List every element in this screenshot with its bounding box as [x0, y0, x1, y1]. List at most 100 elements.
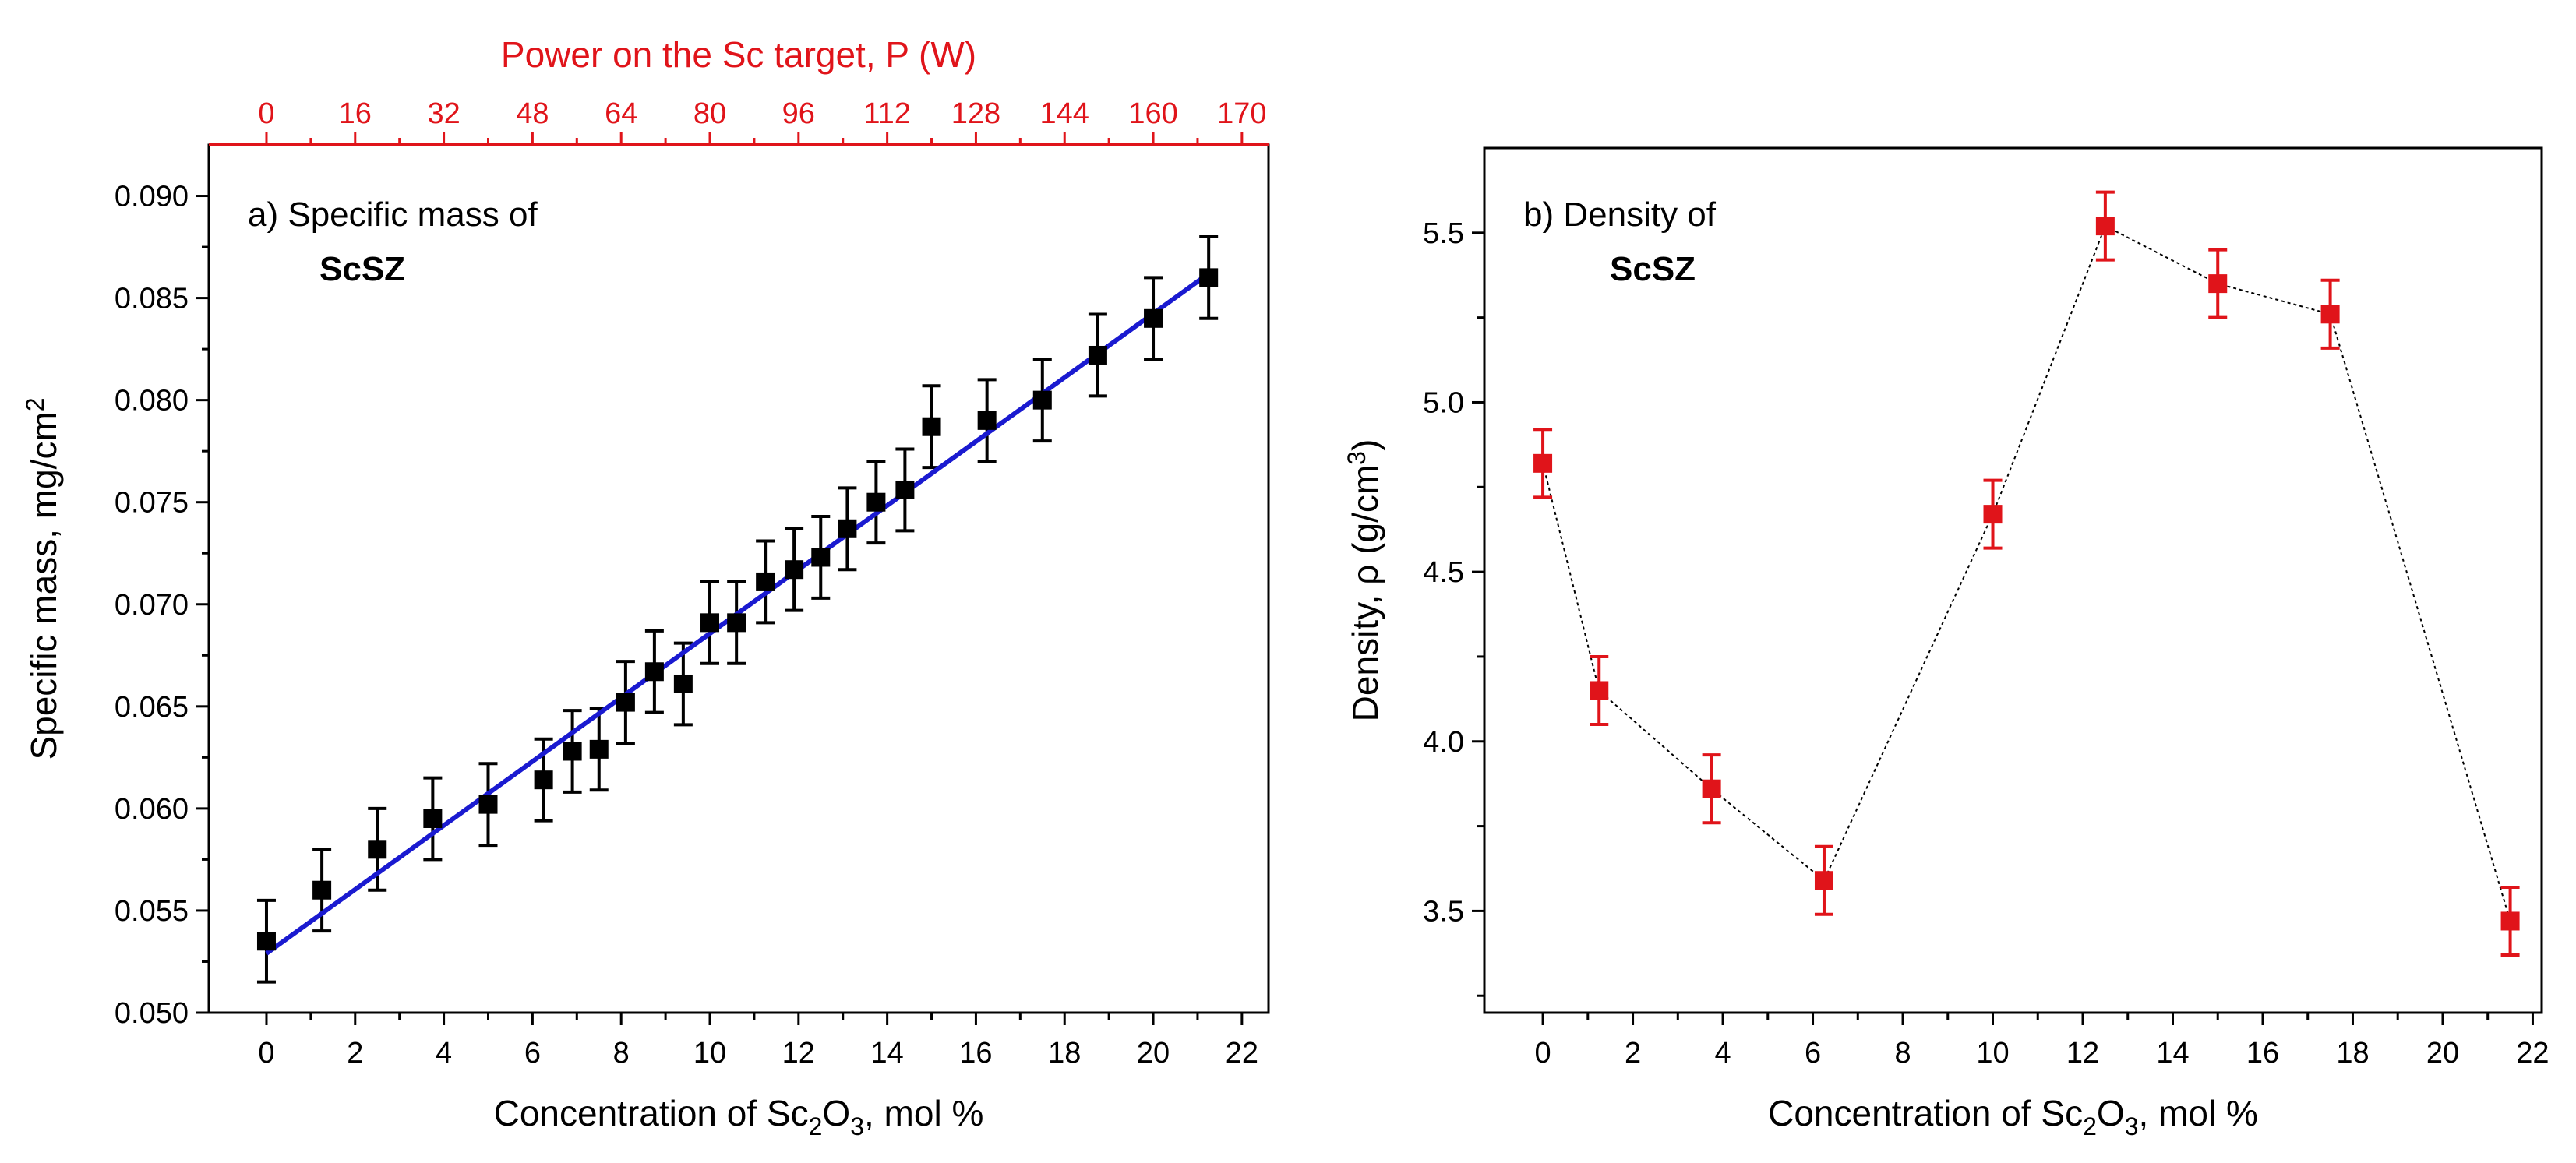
x-tick-label: 14	[870, 1037, 903, 1070]
y-tick-label: 0.050	[115, 997, 189, 1030]
data-point	[1590, 681, 1609, 700]
top-tick-label: 160	[1128, 97, 1177, 130]
panel-b-title: b) Density of	[1523, 196, 1717, 234]
y-axis-label-text: )	[1345, 439, 1385, 451]
data-point	[368, 840, 387, 859]
series-line	[1542, 224, 2511, 922]
panel-a-title: a) Specific mass of	[248, 196, 538, 234]
x-tick-label: 16	[2246, 1037, 2279, 1070]
x-tick-label: 4	[1714, 1037, 1731, 1070]
x-axis-label-sub: 3	[850, 1112, 864, 1140]
y-tick-label: 0.070	[115, 589, 189, 622]
y-tick-label: 0.065	[115, 691, 189, 724]
data-point	[1144, 308, 1163, 328]
data-point	[922, 417, 941, 436]
y-axis-label: Specific mass, mg/cm2	[21, 397, 64, 759]
panel-a-title-bold: ScSZ	[319, 250, 405, 288]
data-point	[727, 613, 746, 633]
data-point	[1088, 345, 1107, 365]
data-point	[644, 662, 664, 682]
top-axis-label: Power on the Sc target, P (W)	[501, 34, 976, 75]
axes-group: 0 2 4 6 8 10 12 14 16 18 20 22 0.050 0.055 0.060 0.065 0…	[115, 97, 1270, 1070]
markers-group	[256, 268, 1219, 951]
data-point	[616, 693, 635, 712]
data-point	[2320, 305, 2340, 324]
y-tick-label: 3.5	[1423, 895, 1464, 928]
y-tick-label: 0.085	[115, 283, 189, 315]
y-tick-label: 5.5	[1423, 217, 1464, 250]
data-point	[1199, 268, 1219, 287]
top-tick-label: 96	[782, 97, 815, 130]
x-tick-label: 20	[1137, 1037, 1170, 1070]
x-axis-label-text: O	[2097, 1093, 2125, 1133]
data-point	[423, 809, 443, 828]
data-point	[756, 572, 775, 591]
x-tick-label: 8	[1894, 1037, 1911, 1070]
x-tick-label: 18	[1048, 1037, 1081, 1070]
y-tick-label: 0.090	[115, 181, 189, 213]
panel-b-title-bold: ScSZ	[1610, 250, 1696, 288]
x-axis-label-sub: 2	[2083, 1112, 2097, 1140]
connecting-line-group	[1542, 224, 2511, 922]
x-tick-label: 20	[2426, 1037, 2459, 1070]
x-tick-label: 2	[1625, 1037, 1641, 1070]
data-point	[312, 880, 332, 900]
data-point	[838, 519, 857, 538]
x-axis-label-text: O	[822, 1093, 850, 1133]
y-axis-label-sup: 3	[1343, 451, 1371, 465]
x-tick-label: 6	[1805, 1037, 1821, 1070]
top-tick-label: 170	[1217, 97, 1266, 130]
data-point	[563, 742, 582, 761]
top-tick-label: 16	[339, 97, 372, 130]
data-point	[1533, 453, 1553, 473]
y-axis-label: Density, ρ (g/cm3)	[1343, 439, 1385, 722]
data-point	[1032, 390, 1052, 410]
axes-group: 0 2 4 6 8 10 12 14 16 18 20 22 3.5 4.0 4.5 5.0 5.5	[1423, 146, 2550, 1070]
y-tick-label: 5.0	[1423, 386, 1464, 419]
y-tick-label: 0.055	[115, 895, 189, 928]
y-tick-label: 0.060	[115, 793, 189, 826]
x-tick-label: 6	[524, 1037, 541, 1070]
chart-specific-mass: Power on the Sc target, P (W) 0 2 4 6 8 10 12 1…	[21, 34, 1270, 1140]
x-tick-label: 4	[436, 1037, 452, 1070]
top-tick-label: 80	[693, 97, 726, 130]
data-point	[673, 674, 693, 693]
top-tick-label: 144	[1040, 97, 1089, 130]
x-tick-label: 16	[959, 1037, 992, 1070]
x-tick-label: 14	[2156, 1037, 2189, 1070]
x-axis-label-sub: 3	[2125, 1112, 2139, 1140]
chart-density: 0 2 4 6 8 10 12 14 16 18 20 22 3.5 4.0 4.5 5.0 5.5 b) De…	[1343, 146, 2550, 1140]
y-tick-label: 0.075	[115, 487, 189, 520]
top-tick-label: 0	[258, 97, 274, 130]
data-point	[700, 613, 720, 633]
x-tick-label: 10	[693, 1037, 726, 1070]
data-point	[866, 492, 886, 512]
y-axis-label-text: Density, ρ (g/cm	[1345, 465, 1385, 721]
data-point	[895, 480, 915, 499]
y-axis-label-sup: 2	[21, 397, 49, 411]
x-axis-label-text: Concentration of Sc	[494, 1093, 809, 1133]
x-axis-label-text: , mol %	[864, 1093, 983, 1133]
data-point	[256, 932, 276, 951]
top-tick-label: 48	[516, 97, 549, 130]
x-axis-label-text: Concentration of Sc	[1768, 1093, 2083, 1133]
y-tick-label: 4.0	[1423, 726, 1464, 759]
x-axis-label-sub: 2	[809, 1112, 823, 1140]
x-axis-label: Concentration of Sc2O3, mol %	[494, 1093, 984, 1140]
x-tick-label: 10	[1976, 1037, 2009, 1070]
x-tick-label: 8	[613, 1037, 630, 1070]
x-tick-label: 0	[1534, 1037, 1551, 1070]
x-axis-label: Concentration of Sc2O3, mol %	[1768, 1093, 2258, 1140]
data-point	[977, 411, 997, 430]
x-tick-label: 18	[2336, 1037, 2369, 1070]
data-point	[2500, 911, 2520, 931]
x-tick-label: 22	[2516, 1037, 2549, 1070]
top-tick-label: 128	[951, 97, 1000, 130]
x-tick-label: 12	[782, 1037, 815, 1070]
y-tick-label: 0.080	[115, 385, 189, 418]
data-point	[2095, 217, 2115, 236]
data-point	[534, 770, 553, 790]
y-tick-label: 4.5	[1423, 556, 1464, 589]
x-tick-label: 0	[258, 1037, 274, 1070]
top-tick-label: 64	[605, 97, 637, 130]
